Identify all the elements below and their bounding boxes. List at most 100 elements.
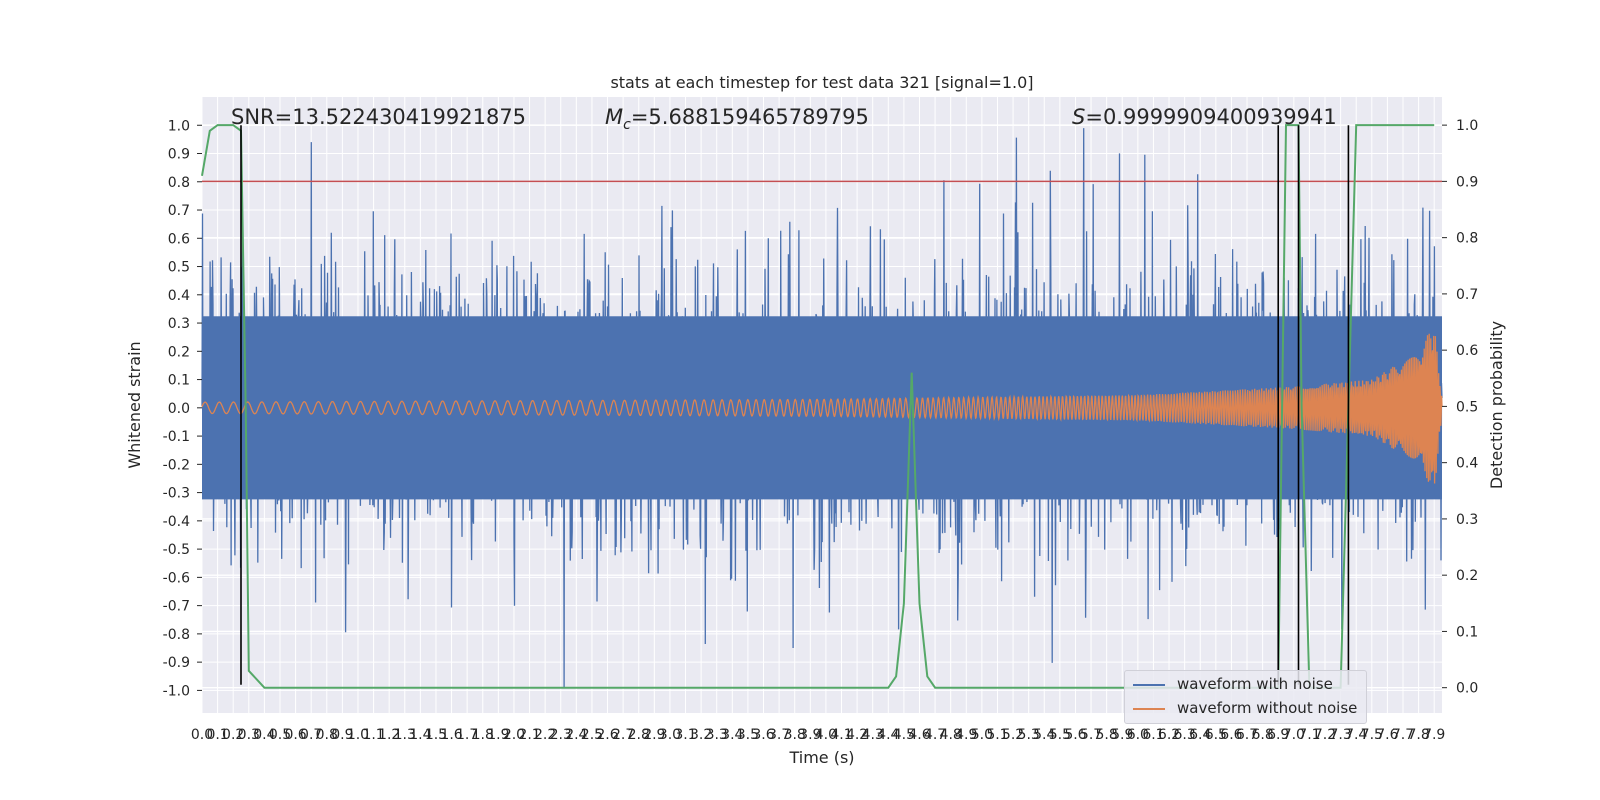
y2-tick-label: 0.1 (1456, 624, 1478, 640)
x-tick-label: 1.2 (378, 727, 400, 743)
y-tick-label: -0.6 (163, 570, 190, 586)
y-tick-label: -0.7 (163, 599, 190, 615)
y2-tick-label: 0.0 (1456, 681, 1478, 697)
x-axis-label: Time (s) (788, 748, 854, 767)
x-tick-label: 3.2 (690, 727, 712, 743)
x-tick-label: 0.5 (269, 727, 291, 743)
x-tick-label: 5.1 (986, 727, 1008, 743)
x-tick-label: 4.8 (940, 727, 962, 743)
x-tick-label: 7.6 (1376, 727, 1398, 743)
y-tick-label: 0.3 (168, 316, 190, 332)
x-tick-label: 0.8 (316, 727, 338, 743)
x-tick-label: 6.8 (1251, 727, 1273, 743)
x-tick-label: 4.4 (877, 727, 899, 743)
y2-tick-label: 0.6 (1456, 343, 1478, 359)
x-tick-label: 2.4 (565, 727, 587, 743)
y-tick-label: 0.8 (168, 175, 190, 191)
x-tick-label: 5.4 (1033, 727, 1055, 743)
y-tick-label: -0.3 (163, 486, 190, 502)
y-tick-label: 0.2 (168, 344, 190, 360)
x-tick-label: 0.9 (331, 727, 353, 743)
x-tick-label: 6.5 (1205, 727, 1227, 743)
series-clean-line (201, 333, 1443, 484)
y2-tick-label: 1.0 (1456, 118, 1478, 134)
y2-tick-label: 0.5 (1456, 399, 1478, 415)
x-tick-label: 3.9 (799, 727, 821, 743)
x-tick-label: 5.0 (971, 727, 993, 743)
probability-series-layer (201, 124, 1435, 689)
x-tick-label: 1.6 (440, 727, 462, 743)
x-tick-label: 2.6 (596, 727, 618, 743)
x-tick-label: 5.3 (1018, 727, 1040, 743)
x-tick-label: 4.9 (955, 727, 977, 743)
y-tick-label: -0.5 (163, 542, 190, 558)
x-tick-label: 5.6 (1064, 727, 1086, 743)
x-tick-label: 4.0 (815, 727, 837, 743)
mc-subscript: c (623, 117, 631, 133)
y-tick-label: -0.4 (163, 514, 190, 530)
x-tick-label: 7.7 (1392, 727, 1414, 743)
x-tick-label: 0.4 (253, 727, 275, 743)
y-tick-label: 0.9 (168, 147, 190, 163)
x-tick-label: 4.1 (830, 727, 852, 743)
x-tick-label: 5.8 (1096, 727, 1118, 743)
x-tick-label: 1.4 (409, 727, 431, 743)
x-tick-label: 5.7 (1080, 727, 1102, 743)
x-tick-label: 2.0 (503, 727, 525, 743)
y2-axis-label: Detection probability (1487, 321, 1506, 489)
y-tick-label: -0.8 (163, 627, 190, 643)
x-tick-label: 0.3 (238, 727, 260, 743)
x-tick-label: 1.5 (425, 727, 447, 743)
chirp-mass-annotation: Mc=5.688159465789795 (605, 105, 869, 133)
y-tick-label: -0.2 (163, 457, 190, 473)
mc-symbol: M (605, 105, 623, 129)
x-tick-label: 2.2 (534, 727, 556, 743)
x-tick-label: 6.1 (1142, 727, 1164, 743)
x-tick-label: 0.1 (206, 727, 228, 743)
x-tick-label: 1.9 (487, 727, 509, 743)
y-tick-label: 1.0 (168, 118, 190, 134)
vertical-markers-layer (240, 125, 1350, 685)
x-tick-label: 2.5 (581, 727, 603, 743)
x-tick-label: 6.6 (1220, 727, 1242, 743)
y-tick-label: -0.1 (163, 429, 190, 445)
x-tick-label: 3.1 (674, 727, 696, 743)
x-tick-label: 1.0 (347, 727, 369, 743)
x-tick-label: 3.7 (768, 727, 790, 743)
x-tick-label: 6.7 (1236, 727, 1258, 743)
x-tick-label: 4.3 (862, 727, 884, 743)
y-tick-label: 0.5 (168, 260, 190, 276)
y-tick-label: 0.6 (168, 231, 190, 247)
mc-value: =5.688159465789795 (631, 105, 869, 129)
x-tick-label: 3.3 (706, 727, 728, 743)
x-tick-label: 2.3 (550, 727, 572, 743)
x-tick-label: 4.5 (893, 727, 915, 743)
legend-label-clean: waveform without noise (1177, 699, 1358, 717)
x-tick-label: 6.2 (1158, 727, 1180, 743)
x-tick-label: 0.7 (300, 727, 322, 743)
x-tick-label: 3.8 (784, 727, 806, 743)
x-tick-label: 5.9 (1111, 727, 1133, 743)
y-tick-label: 0.1 (168, 373, 190, 389)
y-tick-label: -0.9 (163, 655, 190, 671)
y-tick-label: 0.7 (168, 203, 190, 219)
s-symbol: S (1072, 105, 1085, 129)
x-tick-label: 6.4 (1189, 727, 1211, 743)
x-tick-label: 4.2 (846, 727, 868, 743)
x-tick-label: 0.6 (284, 727, 306, 743)
y2-tick-label: 0.9 (1456, 174, 1478, 190)
legend-label-noise: waveform with noise (1177, 675, 1333, 693)
x-tick-label: 7.3 (1329, 727, 1351, 743)
x-tick-label: 0.0 (191, 727, 213, 743)
x-tick-label: 5.2 (1002, 727, 1024, 743)
y2-tick-label: 0.2 (1456, 568, 1478, 584)
series-probability-line (201, 124, 1435, 689)
x-tick-label: 7.2 (1314, 727, 1336, 743)
x-tick-label: 4.7 (924, 727, 946, 743)
x-tick-label: 6.0 (1127, 727, 1149, 743)
y2-tick-label: 0.8 (1456, 231, 1478, 247)
chirp-series-layer (201, 333, 1443, 484)
x-tick-label: 7.0 (1283, 727, 1305, 743)
y-axis-label: Whitened strain (125, 341, 144, 468)
